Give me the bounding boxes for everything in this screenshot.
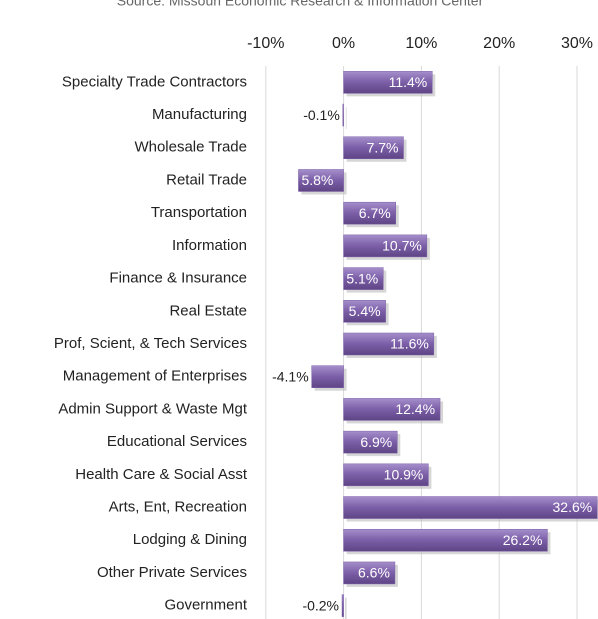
bar <box>343 201 396 225</box>
bar-shadow <box>345 597 347 619</box>
category-label: Specialty Trade Contractors <box>62 73 247 90</box>
x-tick-label: 30% <box>561 35 593 52</box>
bar <box>343 496 598 519</box>
x-tick-label: 10% <box>405 35 437 52</box>
category-label: Information <box>172 237 247 254</box>
category-label: Arts, Ent, Recreation <box>109 498 247 515</box>
x-tick-label: 20% <box>483 35 515 52</box>
value-label: 26.2% <box>503 532 543 548</box>
value-label: 10.7% <box>382 238 422 254</box>
category-label: Prof, Scient, & Tech Services <box>54 335 247 352</box>
bar <box>343 234 428 258</box>
value-label: 6.9% <box>360 434 392 450</box>
bar <box>343 430 398 454</box>
category-label: Wholesale Trade <box>134 139 247 156</box>
value-label: 6.7% <box>359 205 391 221</box>
value-label: 11.4% <box>389 74 428 90</box>
category-label: Educational Services <box>107 433 247 450</box>
value-label: 11.6% <box>390 336 429 352</box>
bar <box>298 169 344 192</box>
value-label: -0.2% <box>302 597 339 613</box>
category-label: Management of Enterprises <box>63 368 247 385</box>
x-tick-label: -10% <box>247 35 284 52</box>
value-label: 32.6% <box>553 499 593 515</box>
category-label: Real Estate <box>169 302 247 319</box>
category-label: Transportation <box>151 204 247 221</box>
value-label: -4.1% <box>272 368 309 384</box>
value-label: 5.1% <box>346 270 378 286</box>
bar <box>311 365 344 388</box>
category-label: Retail Trade <box>166 171 247 188</box>
value-label: 5.4% <box>349 303 381 319</box>
subtitle: Source: Missouri Economic Research & Inf… <box>117 0 484 9</box>
bar <box>343 71 433 94</box>
bar <box>343 267 384 290</box>
category-label: Admin Support & Waste Mgt <box>58 400 248 417</box>
value-label: -0.1% <box>303 107 340 123</box>
bar <box>343 300 386 323</box>
category-label: Health Care & Social Asst <box>75 466 248 483</box>
bar <box>343 528 548 552</box>
bar <box>343 332 435 356</box>
bar <box>343 561 396 585</box>
category-label: Lodging & Dining <box>133 531 247 548</box>
bar <box>341 594 344 617</box>
bar <box>343 463 429 487</box>
value-label: 12.4% <box>395 401 435 417</box>
value-label: 6.6% <box>358 565 390 581</box>
value-label: 10.9% <box>384 467 424 483</box>
x-tick-label: 0% <box>332 35 355 52</box>
bar-shadow <box>345 107 347 130</box>
bar <box>343 398 441 421</box>
bar <box>342 103 344 127</box>
value-label: 7.7% <box>367 139 399 155</box>
category-label: Manufacturing <box>152 106 247 123</box>
category-label: Other Private Services <box>97 564 247 581</box>
bar <box>343 136 404 160</box>
value-label: 5.8% <box>301 172 333 188</box>
category-label: Finance & Insurance <box>109 270 247 287</box>
category-label: Government <box>164 597 247 614</box>
